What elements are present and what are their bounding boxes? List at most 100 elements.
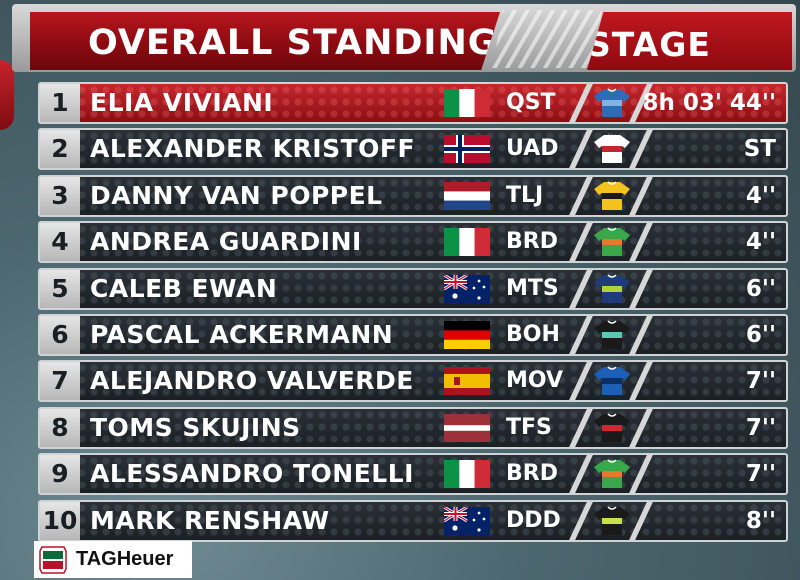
team-jersey-icon (592, 87, 632, 119)
divider (569, 130, 593, 169)
title-panel: OVERALL STANDING (30, 12, 500, 70)
italy-flag-icon (444, 228, 490, 257)
divider (629, 315, 653, 354)
divider (629, 269, 653, 308)
position-number: 10 (40, 501, 80, 540)
gap-time: ST (743, 136, 776, 163)
divider (629, 223, 653, 262)
divider (629, 362, 653, 401)
australia-flag-icon (444, 274, 490, 303)
position-number: 5 (40, 269, 80, 308)
gap-time: 8'' (745, 507, 776, 534)
tag-heuer-badge-icon (38, 544, 68, 575)
team-code: TFS (506, 414, 552, 440)
position-number: 3 (40, 176, 80, 215)
standing-row: 9 ALESSANDRO TONELLI BRD 7'' (38, 453, 788, 496)
logo-text: TAGHeuer (76, 548, 174, 570)
australia-flag-icon (444, 506, 490, 535)
team-jersey-icon (592, 226, 632, 258)
standings-header: OVERALL STANDING STAGE 2 (12, 4, 796, 72)
team-jersey-icon (592, 273, 632, 305)
rider-name: ALEJANDRO VALVERDE (90, 366, 414, 396)
team-jersey-icon (592, 180, 632, 212)
gap-time: 7'' (745, 368, 776, 395)
divider (569, 501, 593, 540)
netherlands-flag-icon (444, 181, 490, 210)
divider (629, 176, 653, 215)
divider (629, 455, 653, 494)
page-title: OVERALL STANDING (88, 23, 498, 63)
divider (569, 176, 593, 215)
spain-flag-icon (444, 367, 490, 396)
divider (569, 315, 593, 354)
position-number: 9 (40, 455, 80, 494)
team-jersey-icon (592, 458, 632, 490)
standing-row: 6 PASCAL ACKERMANN BOH 6'' (38, 313, 788, 356)
team-jersey-icon (592, 365, 632, 397)
position-number: 7 (40, 362, 80, 401)
italy-flag-icon (444, 460, 490, 489)
rider-name: ALESSANDRO TONELLI (90, 459, 414, 489)
gap-time: 8h 03' 44'' (642, 90, 776, 116)
divider (569, 223, 593, 262)
divider (569, 84, 593, 122)
norway-flag-icon (444, 135, 490, 164)
rider-name: CALEB EWAN (90, 273, 278, 303)
italy-flag-icon (444, 89, 490, 117)
standing-row: 3 DANNY VAN POPPEL TLJ 4'' (38, 174, 788, 217)
stage-label: STAGE 2 (587, 25, 711, 70)
standing-row: 8 TOMS SKUJINS TFS 7'' (38, 406, 788, 449)
divider (629, 130, 653, 169)
rider-name: MARK RENSHAW (90, 505, 330, 535)
team-code: TLJ (506, 182, 544, 208)
standing-row: 7 ALEJANDRO VALVERDE MOV 7'' (38, 360, 788, 403)
standing-row: 1 ELIA VIVIANI QST 8h 03' 44'' (38, 82, 788, 124)
gap-time: 4'' (745, 229, 776, 256)
standing-row: 5 CALEB EWAN MTS 6'' (38, 267, 788, 310)
rider-name: PASCAL ACKERMANN (90, 319, 394, 349)
gap-time: 6'' (745, 321, 776, 348)
position-number: 4 (40, 223, 80, 262)
team-jersey-icon (592, 133, 632, 165)
gap-time: 7'' (745, 414, 776, 441)
team-jersey-icon (592, 412, 632, 444)
rider-name: ALEXANDER KRISTOFF (90, 134, 416, 164)
rider-name: DANNY VAN POPPEL (90, 180, 383, 210)
left-accent-strip (0, 60, 14, 130)
position-number: 1 (40, 84, 80, 122)
gap-time: 4'' (745, 182, 776, 209)
team-code: DDD (506, 507, 561, 533)
team-jersey-icon (592, 319, 632, 351)
rider-name: TOMS SKUJINS (90, 412, 301, 442)
position-number: 6 (40, 315, 80, 354)
team-code: MTS (506, 275, 559, 301)
divider (569, 269, 593, 308)
standing-row: 4 ANDREA GUARDINI BRD 4'' (38, 221, 788, 264)
team-code: QST (506, 90, 556, 115)
standing-row: 2 ALEXANDER KRISTOFF UAD ST (38, 128, 788, 171)
position-number: 2 (40, 130, 80, 169)
gap-time: 7'' (745, 461, 776, 488)
latvia-flag-icon (444, 413, 490, 442)
divider (569, 455, 593, 494)
standing-row: 10 MARK RENSHAW DDD 8'' (38, 499, 788, 542)
rider-name: ELIA VIVIANI (90, 88, 274, 117)
team-code: MOV (506, 368, 564, 394)
team-code: BOH (506, 321, 560, 347)
germany-flag-icon (444, 320, 490, 349)
gap-time: 6'' (745, 275, 776, 302)
header-stripes (492, 10, 602, 68)
sponsor-logo: TAGHeuer (34, 541, 192, 578)
divider (569, 408, 593, 447)
stage-panel: STAGE 2 (587, 12, 792, 70)
divider (629, 501, 653, 540)
team-code: BRD (506, 461, 558, 487)
team-code: BRD (506, 229, 558, 255)
team-jersey-icon (592, 505, 632, 537)
position-number: 8 (40, 408, 80, 447)
standings-list: 1 ELIA VIVIANI QST 8h 03' 44'' 2 ALEXANDER KR… (38, 82, 788, 546)
divider (569, 362, 593, 401)
divider (629, 408, 653, 447)
rider-name: ANDREA GUARDINI (90, 227, 362, 257)
team-code: UAD (506, 136, 559, 162)
